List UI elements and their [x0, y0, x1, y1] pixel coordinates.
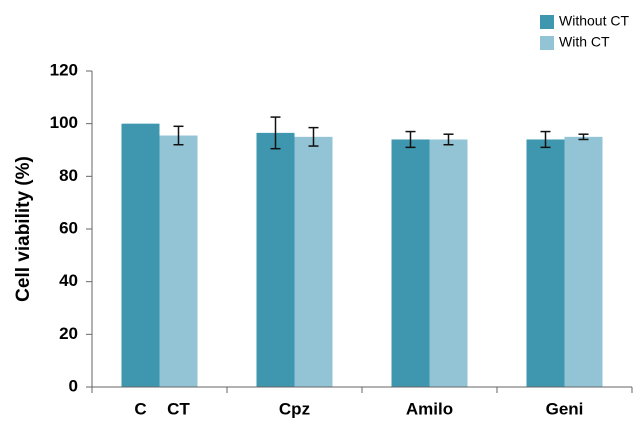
x-tick-label: C	[134, 399, 146, 418]
bar	[429, 139, 468, 387]
bar	[294, 136, 333, 387]
y-axis-label: Cell viability (%)	[13, 156, 34, 302]
bar	[526, 139, 565, 387]
x-tick-label: Geni	[546, 399, 584, 418]
legend-swatch	[540, 15, 554, 29]
y-tick-label: 0	[69, 376, 78, 395]
x-tick-label: Cpz	[279, 399, 310, 418]
y-tick-label: 40	[59, 271, 78, 290]
legend-label: Without CT	[559, 13, 629, 29]
y-tick-label: 60	[59, 218, 78, 237]
error-bar	[173, 125, 184, 146]
error-bar	[540, 130, 551, 149]
legend-swatch	[540, 36, 554, 50]
error-bar	[308, 126, 319, 147]
bar	[256, 132, 295, 387]
x-tick-label: Amilo	[406, 399, 453, 418]
error-bar	[270, 116, 281, 150]
x-tick-label: CT	[167, 399, 190, 418]
bar	[391, 139, 430, 387]
bar	[121, 123, 160, 388]
bar	[564, 136, 603, 387]
y-tick-label: 100	[50, 113, 78, 132]
y-tick-label: 120	[50, 60, 78, 79]
error-bar	[578, 133, 589, 141]
bar	[159, 135, 198, 387]
y-tick-label: 20	[59, 324, 78, 343]
y-tick-label: 80	[59, 166, 78, 185]
error-bar	[405, 130, 416, 149]
legend-label: With CT	[559, 34, 610, 50]
error-bar	[443, 133, 454, 146]
